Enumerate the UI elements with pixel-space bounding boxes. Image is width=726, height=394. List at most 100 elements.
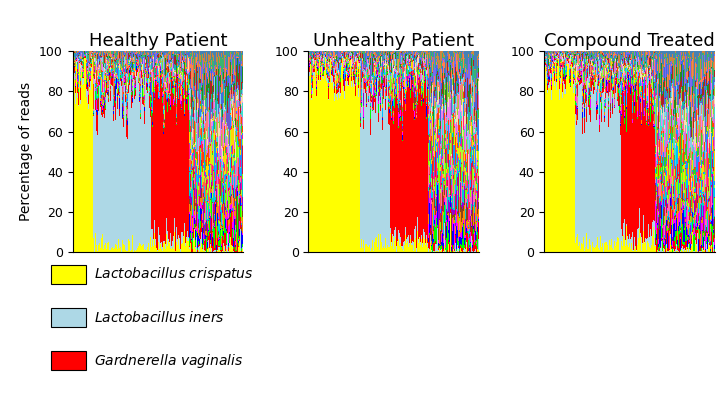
Bar: [381, 84, 382, 89]
Bar: [648, 122, 649, 124]
Bar: [438, 71, 439, 72]
Bar: [160, 52, 161, 53]
Bar: [683, 193, 685, 199]
Bar: [579, 63, 580, 64]
Bar: [452, 74, 453, 77]
Bar: [154, 87, 155, 88]
Bar: [621, 64, 622, 65]
Bar: [386, 62, 387, 63]
Bar: [362, 51, 363, 53]
Bar: [436, 156, 438, 157]
Bar: [229, 95, 230, 97]
Bar: [201, 108, 202, 112]
Bar: [446, 222, 448, 250]
Bar: [233, 249, 234, 251]
Bar: [161, 58, 163, 61]
Bar: [676, 244, 677, 251]
Bar: [242, 171, 243, 180]
Bar: [236, 92, 237, 95]
Bar: [367, 67, 368, 69]
Bar: [77, 79, 78, 80]
Bar: [373, 77, 374, 78]
Bar: [599, 53, 600, 54]
Bar: [450, 78, 451, 79]
Bar: [367, 82, 368, 86]
Bar: [551, 52, 552, 53]
Bar: [663, 244, 664, 248]
Bar: [568, 52, 569, 53]
Bar: [197, 165, 198, 175]
Bar: [435, 129, 436, 133]
Bar: [648, 110, 649, 113]
Bar: [581, 56, 582, 57]
Bar: [463, 211, 464, 220]
Bar: [349, 58, 350, 59]
Bar: [226, 65, 227, 66]
Bar: [87, 62, 88, 66]
Bar: [617, 67, 618, 72]
Bar: [652, 58, 653, 59]
Bar: [199, 123, 200, 127]
Bar: [383, 74, 385, 75]
Bar: [433, 124, 434, 126]
Bar: [675, 217, 676, 220]
Bar: [177, 68, 178, 74]
Bar: [363, 78, 364, 88]
Bar: [233, 81, 234, 84]
Bar: [378, 101, 379, 104]
Bar: [312, 56, 313, 59]
Bar: [580, 60, 581, 61]
Bar: [163, 106, 164, 109]
Bar: [464, 176, 465, 182]
Bar: [446, 187, 448, 211]
Bar: [443, 59, 444, 60]
Bar: [210, 232, 211, 233]
Bar: [433, 210, 434, 226]
Bar: [208, 107, 209, 108]
Bar: [158, 71, 159, 73]
Bar: [173, 105, 174, 106]
Bar: [107, 57, 108, 58]
Bar: [199, 117, 200, 123]
Bar: [182, 86, 183, 87]
Bar: [552, 77, 554, 252]
Bar: [144, 111, 145, 124]
Bar: [692, 95, 693, 99]
Bar: [610, 72, 611, 91]
Bar: [223, 100, 224, 103]
Bar: [666, 85, 667, 91]
Bar: [600, 59, 601, 60]
Bar: [607, 79, 608, 80]
Bar: [653, 78, 654, 80]
Bar: [115, 120, 116, 244]
Bar: [578, 51, 579, 54]
Bar: [143, 74, 144, 96]
Bar: [317, 56, 318, 57]
Bar: [391, 73, 392, 79]
Bar: [678, 197, 680, 211]
Bar: [155, 80, 156, 81]
Bar: [368, 78, 369, 79]
Bar: [88, 78, 89, 85]
Bar: [108, 59, 110, 61]
Bar: [209, 51, 210, 55]
Bar: [238, 180, 239, 191]
Bar: [426, 105, 427, 106]
Bar: [682, 83, 683, 84]
Bar: [601, 109, 603, 122]
Bar: [359, 60, 361, 61]
Bar: [434, 110, 435, 122]
Bar: [709, 164, 710, 168]
Bar: [160, 61, 161, 62]
Bar: [598, 57, 599, 59]
Bar: [588, 97, 589, 98]
Bar: [699, 136, 700, 137]
Bar: [240, 97, 241, 101]
Bar: [213, 77, 214, 80]
Bar: [689, 57, 690, 63]
Bar: [153, 74, 154, 76]
Bar: [146, 83, 147, 89]
Bar: [130, 71, 131, 75]
Bar: [391, 246, 392, 252]
Bar: [615, 78, 616, 80]
